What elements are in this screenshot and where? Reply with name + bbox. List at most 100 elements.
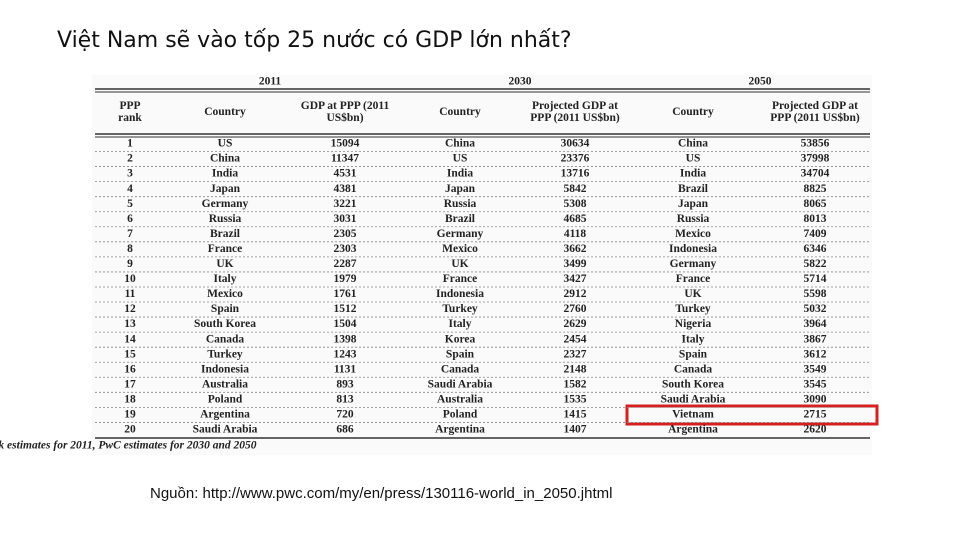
- table-cell: 34704: [801, 168, 830, 180]
- table-cell: 17: [124, 378, 136, 390]
- table-bg: [92, 75, 872, 455]
- table-cell: 1504: [334, 318, 357, 330]
- table-cell: Russia: [209, 213, 242, 225]
- table-cell: 5714: [804, 273, 827, 285]
- table-cell: 2629: [564, 318, 587, 330]
- table-cell: Spain: [679, 348, 708, 360]
- table-cell: 1243: [334, 348, 357, 360]
- table-cell: 5842: [564, 183, 587, 195]
- table-cell: US: [453, 153, 468, 165]
- column-header: Country: [204, 106, 246, 118]
- table-cell: Brazil: [678, 183, 708, 195]
- table-cell: Germany: [437, 228, 484, 240]
- table-cell: Turkey: [675, 303, 711, 315]
- table-cell: 4118: [564, 228, 587, 240]
- table-cell: 10: [124, 273, 136, 285]
- highlight-box: [625, 404, 879, 426]
- table-cell: 1398: [334, 333, 357, 345]
- group-header: 2050: [749, 76, 772, 88]
- table-cell: 720: [336, 409, 354, 421]
- slide-title: Việt Nam sẽ vào tốp 25 nước có GDP lớn n…: [57, 28, 572, 53]
- table-cell: Italy: [682, 333, 705, 345]
- table-cell: 53856: [801, 138, 830, 150]
- table-cell: Russia: [444, 198, 477, 210]
- table-cell: 686: [336, 424, 354, 436]
- table-cell: Mexico: [207, 288, 243, 300]
- table-cell: 3031: [334, 213, 357, 225]
- table-cell: UK: [216, 258, 233, 270]
- table-cell: France: [443, 273, 477, 285]
- table-cell: China: [210, 153, 240, 165]
- table-cell: 8013: [804, 213, 827, 225]
- table-cell: 9: [127, 258, 133, 270]
- table-cell: Brazil: [210, 228, 240, 240]
- table-cell: 11: [125, 288, 136, 300]
- table-cell: India: [447, 168, 473, 180]
- table-cell: South Korea: [662, 378, 724, 390]
- table-cell: 8825: [804, 183, 827, 195]
- table-cell: Saudi Arabia: [193, 424, 258, 436]
- table-cell: 2715: [804, 409, 827, 421]
- table-cell: 893: [336, 378, 354, 390]
- table-cell: India: [680, 168, 706, 180]
- table-cell: 4685: [564, 213, 587, 225]
- table-cell: 15: [124, 348, 136, 360]
- table-cell: 6: [127, 213, 133, 225]
- table-cell: 1407: [564, 424, 587, 436]
- table-cell: 18: [124, 393, 136, 405]
- table-cell: 5: [127, 198, 133, 210]
- table-cell: 3499: [564, 258, 587, 270]
- table-cell: Italy: [214, 273, 237, 285]
- column-header: Country: [672, 106, 714, 118]
- table-cell: 2620: [804, 424, 827, 436]
- table-cell: 2: [127, 153, 133, 165]
- table-cell: Saudi Arabia: [428, 378, 493, 390]
- table-cell: Indonesia: [669, 243, 717, 255]
- table-cell: 3427: [564, 273, 587, 285]
- table-cell: France: [676, 273, 710, 285]
- table-cell: UK: [451, 258, 468, 270]
- table-cell: 3: [127, 168, 133, 180]
- table-cell: India: [212, 168, 238, 180]
- table-cell: Canada: [206, 333, 245, 345]
- column-header: PPP rank: [118, 100, 142, 124]
- table-cell: 16: [124, 363, 136, 375]
- table-cell: Australia: [202, 378, 248, 390]
- table-cell: China: [678, 138, 708, 150]
- column-header: Projected GDP at PPP (2011 US$bn): [530, 100, 620, 124]
- table-cell: 1582: [564, 378, 587, 390]
- table-cell: Germany: [670, 258, 717, 270]
- table-cell: China: [445, 138, 475, 150]
- table-cell: 13: [124, 318, 136, 330]
- table-cell: Argentina: [200, 409, 250, 421]
- table-cell: Turkey: [442, 303, 478, 315]
- table-cell: 3867: [804, 333, 827, 345]
- table-cell: Germany: [202, 198, 249, 210]
- table-cell: 4381: [334, 183, 357, 195]
- table-cell: 2305: [334, 228, 357, 240]
- column-header: Country: [439, 106, 481, 118]
- table-cell: Indonesia: [436, 288, 484, 300]
- table-cell: Mexico: [442, 243, 478, 255]
- table-cell: 2760: [564, 303, 587, 315]
- table-cell: 5822: [804, 258, 827, 270]
- table-cell: 2454: [564, 333, 587, 345]
- table-cell: 2912: [564, 288, 587, 300]
- table-cell: 4531: [334, 168, 357, 180]
- table-cell: Japan: [445, 183, 476, 195]
- table-cell: US: [218, 138, 233, 150]
- table-cell: Japan: [678, 198, 709, 210]
- table-cell: Canada: [441, 363, 480, 375]
- table-cell: 2287: [334, 258, 357, 270]
- table-cell: 1979: [334, 273, 357, 285]
- table-cell: Saudi Arabia: [661, 393, 726, 405]
- table-cell: Argentina: [435, 424, 485, 436]
- table-cell: 3964: [804, 318, 827, 330]
- table-cell: UK: [684, 288, 701, 300]
- table-cell: France: [208, 243, 242, 255]
- group-header: 2011: [259, 76, 282, 88]
- table-cell: 1535: [564, 393, 587, 405]
- table-cell: 3612: [804, 348, 827, 360]
